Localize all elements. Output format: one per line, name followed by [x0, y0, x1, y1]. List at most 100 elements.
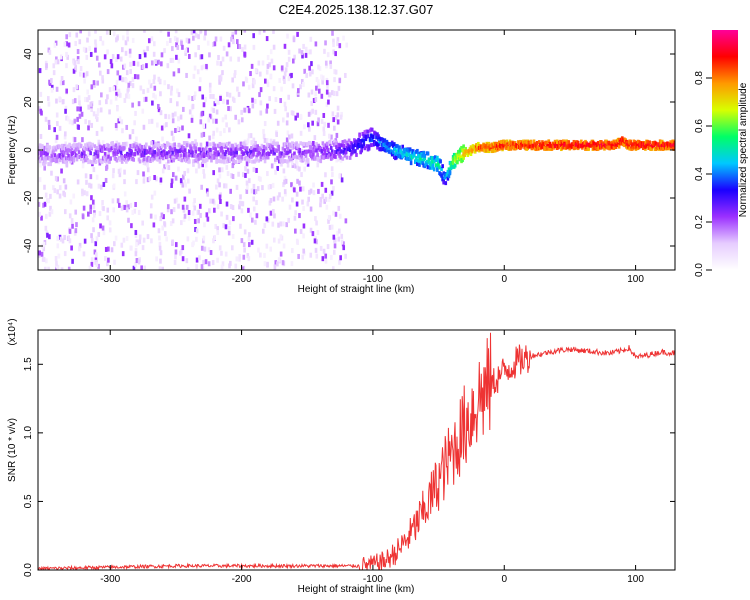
heatmap-noise-cell	[282, 75, 286, 81]
heatmap-noise-cell	[171, 218, 175, 224]
heatmap-noise-cell	[50, 77, 53, 83]
heatmap-noise-cell	[199, 30, 203, 34]
heatmap-ridge-cell	[236, 155, 240, 160]
heatmap-ridge-cell	[58, 153, 62, 158]
heatmap-ridge-cell	[229, 144, 232, 149]
heatmap-ridge-cell	[253, 147, 256, 152]
heatmap-y-tick-label: 40	[23, 48, 34, 60]
heatmap-ridge-cell	[162, 149, 166, 154]
heatmap-noise-cell	[335, 132, 339, 138]
heatmap-noise-cell	[221, 56, 225, 62]
heatmap-noise-cell	[194, 52, 197, 58]
heatmap-ridge-cell	[176, 149, 180, 154]
heatmap-noise-cell	[160, 61, 163, 67]
heatmap-ridge-cell	[338, 147, 341, 152]
heatmap-ridge-cell	[461, 148, 464, 153]
snr-x-label: Height of straight line (km)	[298, 584, 415, 595]
heatmap-noise-cell	[126, 30, 129, 36]
heatmap-noise-cell	[269, 138, 273, 144]
heatmap-noise-cell	[207, 208, 211, 214]
heatmap-ridge-cell	[421, 161, 424, 166]
heatmap-noise-cell	[82, 251, 86, 257]
heatmap-ridge-cell	[198, 147, 202, 152]
heatmap-noise-cell	[42, 246, 46, 252]
heatmap-noise-cell	[56, 189, 59, 195]
heatmap-ridge-cell	[462, 144, 465, 149]
heatmap-ridge-cell	[444, 181, 448, 186]
heatmap-noise-cell	[159, 91, 162, 97]
heatmap-noise-cell	[237, 43, 240, 49]
heatmap-noise-cell	[332, 186, 335, 192]
heatmap-ridge-cell	[309, 145, 313, 150]
heatmap-noise-cell	[205, 63, 208, 69]
heatmap-ridge-cell	[230, 151, 233, 156]
heatmap-noise-cell	[229, 260, 232, 266]
heatmap-noise-cell	[92, 167, 96, 173]
heatmap-noise-cell	[272, 44, 276, 50]
heatmap-noise-cell	[133, 120, 136, 126]
heatmap-noise-cell	[60, 76, 64, 82]
heatmap-noise-cell	[187, 38, 191, 44]
heatmap-ridge-cell	[367, 146, 371, 151]
heatmap-noise-cell	[209, 198, 212, 204]
heatmap-ridge-cell	[341, 156, 345, 161]
heatmap-ridge-cell	[167, 159, 170, 164]
heatmap-noise-cell	[165, 236, 169, 242]
heatmap-noise-cell	[50, 209, 54, 215]
heatmap-noise-cell	[256, 186, 260, 192]
heatmap-noise-cell	[320, 181, 324, 187]
heatmap-ridge-cell	[448, 171, 452, 176]
heatmap-noise-cell	[89, 51, 93, 57]
heatmap-ridge-cell	[280, 151, 284, 156]
heatmap-noise-cell	[200, 245, 204, 251]
heatmap-noise-cell	[290, 133, 294, 139]
colorbar-ticks: 0.00.20.40.60.8	[694, 71, 712, 277]
heatmap-noise-cell	[314, 109, 318, 115]
heatmap-ridge-cell	[432, 167, 436, 172]
heatmap-noise-cell	[65, 41, 68, 47]
heatmap-ridge-cell	[213, 155, 216, 160]
heatmap-noise-cell	[202, 235, 206, 241]
heatmap-ridge-cell	[498, 140, 501, 145]
heatmap-noise-cell	[56, 121, 59, 127]
heatmap-ridge-cell	[116, 145, 120, 150]
heatmap-noise-cell	[176, 37, 179, 43]
heatmap-noise-cell	[195, 168, 198, 174]
heatmap-noise-cell	[332, 90, 336, 96]
heatmap-noise-cell	[144, 160, 148, 166]
heatmap-ridge-cell	[355, 142, 358, 147]
heatmap-noise-cell	[297, 253, 300, 259]
heatmap-noise-cell	[291, 248, 294, 254]
heatmap-noise-cell	[276, 195, 280, 201]
heatmap-ridge-cell	[567, 140, 571, 145]
heatmap-noise-cell	[122, 64, 125, 70]
heatmap-ridge-cell	[271, 144, 274, 149]
heatmap-ridge-cell	[95, 145, 99, 150]
heatmap-noise-cell	[73, 137, 77, 143]
colorbar-tick-label: 0.0	[694, 263, 705, 277]
heatmap-ridge-cell	[192, 159, 195, 164]
heatmap-noise-cell	[342, 35, 345, 41]
heatmap-ridge-cell	[440, 173, 443, 178]
heatmap-noise-cell	[101, 199, 104, 205]
heatmap-noise-cell	[75, 222, 78, 228]
heatmap-noise-cell	[310, 61, 313, 67]
heatmap-noise-cell	[177, 58, 181, 64]
heatmap-noise-cell	[177, 92, 181, 98]
heatmap-noise-cell	[330, 179, 333, 185]
heatmap-ridge-cell	[93, 152, 97, 157]
heatmap-noise-cell	[223, 183, 226, 189]
heatmap-noise-cell	[204, 162, 208, 168]
heatmap-ridge-cell	[425, 162, 429, 167]
heatmap-noise-cell	[203, 246, 207, 252]
heatmap-noise-cell	[225, 122, 228, 128]
heatmap-ridge-cell	[171, 150, 174, 155]
heatmap-noise-cell	[218, 182, 221, 188]
heatmap-noise-cell	[194, 91, 197, 97]
heatmap-ridge-cell	[119, 150, 123, 155]
heatmap-noise-cell	[248, 178, 251, 184]
heatmap-noise-cell	[273, 264, 277, 270]
heatmap-noise-cell	[203, 222, 206, 228]
heatmap-noise-cell	[190, 117, 194, 123]
heatmap-noise-cell	[279, 98, 282, 104]
